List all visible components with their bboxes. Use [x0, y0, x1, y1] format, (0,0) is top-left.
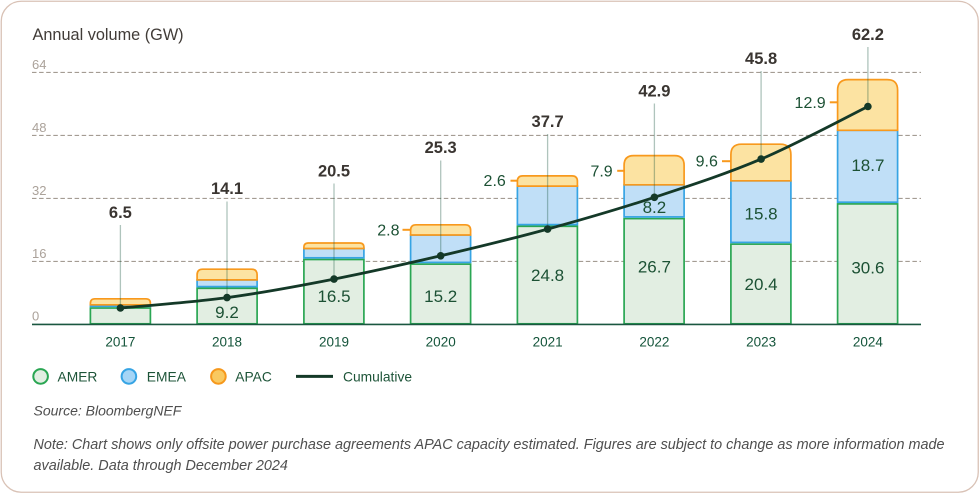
svg-text:2024: 2024 — [853, 334, 884, 349]
svg-text:2017: 2017 — [105, 334, 135, 349]
svg-text:9.2: 9.2 — [215, 303, 239, 322]
svg-text:2021: 2021 — [533, 334, 563, 349]
svg-text:37.7: 37.7 — [532, 113, 564, 131]
svg-text:0: 0 — [32, 309, 39, 324]
svg-text:Annual volume (GW): Annual volume (GW) — [33, 26, 184, 44]
svg-text:2022: 2022 — [639, 334, 669, 349]
svg-text:Note: Chart shows only offsite: Note: Chart shows only offsite power pur… — [34, 437, 945, 453]
svg-text:6.5: 6.5 — [109, 204, 132, 222]
svg-text:26.7: 26.7 — [638, 257, 671, 276]
svg-text:2019: 2019 — [319, 334, 349, 349]
svg-text:2.6: 2.6 — [484, 173, 506, 190]
svg-text:20.4: 20.4 — [745, 275, 778, 294]
svg-text:20.5: 20.5 — [318, 162, 350, 180]
svg-text:9.6: 9.6 — [696, 154, 718, 171]
svg-text:2023: 2023 — [746, 334, 776, 349]
svg-text:EMEA: EMEA — [147, 369, 187, 384]
svg-text:Cumulative: Cumulative — [343, 369, 412, 384]
svg-text:30.6: 30.6 — [851, 259, 884, 278]
svg-text:62.2: 62.2 — [852, 26, 884, 44]
svg-text:8.2: 8.2 — [643, 198, 667, 217]
svg-text:2020: 2020 — [426, 334, 456, 349]
svg-text:16: 16 — [32, 246, 46, 261]
svg-text:15.2: 15.2 — [424, 287, 457, 306]
svg-text:7.9: 7.9 — [590, 163, 612, 180]
svg-text:2.8: 2.8 — [377, 222, 399, 239]
svg-text:available. Data through Decemb: available. Data through December 2024 — [34, 458, 288, 474]
svg-text:32: 32 — [32, 183, 46, 198]
svg-text:APAC: APAC — [235, 369, 272, 384]
svg-text:48: 48 — [32, 120, 46, 135]
svg-text:16.5: 16.5 — [317, 287, 350, 306]
svg-text:AMER: AMER — [58, 369, 98, 384]
svg-text:2018: 2018 — [212, 334, 242, 349]
svg-text:64: 64 — [32, 57, 46, 72]
svg-text:42.9: 42.9 — [638, 82, 670, 100]
svg-text:45.8: 45.8 — [745, 50, 777, 68]
svg-text:Source: BloombergNEF: Source: BloombergNEF — [34, 403, 183, 419]
svg-text:12.9: 12.9 — [795, 95, 826, 112]
svg-text:24.8: 24.8 — [531, 266, 564, 285]
svg-text:25.3: 25.3 — [425, 139, 457, 157]
svg-text:18.7: 18.7 — [851, 156, 884, 175]
svg-text:15.8: 15.8 — [745, 204, 778, 223]
svg-text:14.1: 14.1 — [211, 180, 243, 198]
